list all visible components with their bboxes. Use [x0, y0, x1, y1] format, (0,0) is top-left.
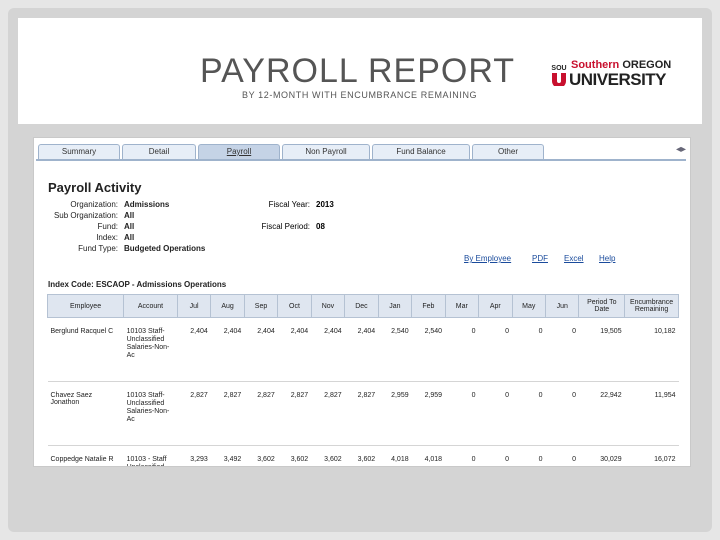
- value-cell: 2,959: [411, 381, 446, 446]
- excel-link[interactable]: Excel: [564, 254, 584, 263]
- tab-payroll[interactable]: Payroll: [198, 144, 280, 159]
- value-cell: 2,827: [277, 381, 312, 446]
- column-header: Apr: [478, 294, 513, 318]
- tab-other[interactable]: Other: [472, 144, 544, 159]
- table-row: Berglund Racquel C 10103 Staff-Unclassifi…: [47, 317, 679, 382]
- column-header: Jun: [544, 294, 580, 318]
- value-cell: 2,540: [378, 317, 412, 382]
- column-header: Mar: [444, 294, 480, 318]
- value-cell: 0: [445, 445, 479, 466]
- value-cell: 3,602: [244, 445, 278, 466]
- value-cell: 2,404: [177, 317, 211, 382]
- table-row: Chavez Saez Jonathon 10103 Staff-Unclassi…: [47, 381, 679, 446]
- value-cell: 3,293: [177, 445, 211, 466]
- tab-non-payroll[interactable]: Non Payroll: [282, 144, 370, 159]
- column-header: Period To Date: [578, 294, 626, 318]
- slide-subtitle: BY 12-MONTH WITH ENCUMBRANCE REMAINING: [242, 90, 478, 100]
- tab-bar: Summary Detail Payroll Non Payroll Fund …: [36, 144, 686, 160]
- column-header: Jan: [377, 294, 413, 318]
- value-cell: 16,072: [624, 445, 679, 466]
- tab-fund-balance[interactable]: Fund Balance: [372, 144, 470, 159]
- university-logo: SOU Southern OREGON UNIVERSITY: [547, 58, 671, 92]
- sou-logo-icon: SOU: [549, 60, 569, 86]
- value-cell: 2,404: [277, 317, 312, 382]
- report-title: Payroll Activity: [48, 180, 142, 195]
- tab-underline: [36, 159, 686, 161]
- tab-summary[interactable]: Summary: [38, 144, 120, 159]
- column-header: Sep: [243, 294, 279, 318]
- employee-cell: Coppedge Natalie R: [47, 445, 124, 466]
- svg-text:SOU: SOU: [551, 65, 566, 72]
- value-cell: 2,959: [378, 381, 412, 446]
- value-cell: 0: [545, 317, 579, 382]
- account-cell: 10103 Staff-Unclassified Salaries-Non- A…: [123, 381, 178, 446]
- value-cell: 0: [545, 381, 579, 446]
- help-link[interactable]: Help: [599, 254, 616, 263]
- logo-line-2: UNIVERSITY: [569, 70, 667, 89]
- column-header: Encumbrance Remaining: [624, 294, 679, 318]
- column-header: Jul: [176, 294, 212, 318]
- index-code-heading: Index Code: ESCAOP - Admissions Operatio…: [48, 280, 227, 289]
- tab-scroll-icon[interactable]: ◂▸: [676, 144, 687, 155]
- report-screenshot: Summary Detail Payroll Non Payroll Fund …: [33, 137, 691, 467]
- value-cell: 4,018: [378, 445, 412, 466]
- employee-cell: Berglund Racquel C: [47, 317, 124, 382]
- value-cell: 4,018: [411, 445, 446, 466]
- value-cell: 0: [512, 317, 546, 382]
- value-cell: 0: [545, 445, 579, 466]
- value-cell: 2,404: [210, 317, 245, 382]
- value-cell: 0: [478, 381, 513, 446]
- value-cell: 0: [445, 381, 479, 446]
- value-cell: 22,942: [578, 381, 625, 446]
- logo-line-1: Southern OREGON: [571, 59, 672, 71]
- column-header: Dec: [344, 294, 379, 318]
- value-cell: 2,404: [244, 317, 278, 382]
- value-cell: 2,827: [244, 381, 278, 446]
- value-cell: 2,827: [210, 381, 245, 446]
- value-cell: 2,827: [311, 381, 345, 446]
- pdf-link[interactable]: PDF: [532, 254, 548, 263]
- value-cell: 2,827: [177, 381, 211, 446]
- value-cell: 10,182: [624, 317, 679, 382]
- table-header-row: Employee Account Jul Aug Sep Oct Nov Dec Jan Feb M…: [46, 294, 679, 318]
- value-cell: 2,827: [344, 381, 379, 446]
- value-cell: 3,602: [344, 445, 379, 466]
- value-cell: 0: [512, 445, 546, 466]
- value-cell: 3,602: [277, 445, 312, 466]
- by-employee-link[interactable]: By Employee: [464, 254, 512, 263]
- value-cell: 2,404: [311, 317, 345, 382]
- account-cell: 10103 - Staff Unclassified Sal: [123, 445, 178, 466]
- value-cell: 0: [478, 317, 513, 382]
- slide-header-panel: [18, 18, 702, 124]
- value-cell: 0: [445, 317, 479, 382]
- value-cell: 11,954: [624, 381, 679, 446]
- slide-title: PAYROLL REPORT: [200, 52, 516, 90]
- value-cell: 30,029: [578, 445, 625, 466]
- column-header: Account: [123, 294, 178, 318]
- value-cell: 0: [478, 445, 513, 466]
- account-cell: 10103 Staff-Unclassified Salaries-Non- A…: [123, 317, 178, 382]
- payroll-table: Employee Account Jul Aug Sep Oct Nov Dec Jan Feb M…: [46, 294, 679, 466]
- tab-detail[interactable]: Detail: [122, 144, 196, 159]
- column-header: May: [511, 294, 547, 318]
- column-header: Oct: [277, 294, 312, 318]
- value-cell: 3,602: [311, 445, 345, 466]
- column-header: Feb: [411, 294, 446, 318]
- value-cell: 3,492: [210, 445, 245, 466]
- value-cell: 2,540: [411, 317, 446, 382]
- column-header: Nov: [310, 294, 346, 318]
- value-cell: 2,404: [344, 317, 379, 382]
- value-cell: 0: [512, 381, 546, 446]
- column-header: Employee: [46, 294, 125, 318]
- employee-cell: Chavez Saez Jonathon: [47, 381, 124, 446]
- value-cell: 19,505: [578, 317, 625, 382]
- column-header: Aug: [210, 294, 245, 318]
